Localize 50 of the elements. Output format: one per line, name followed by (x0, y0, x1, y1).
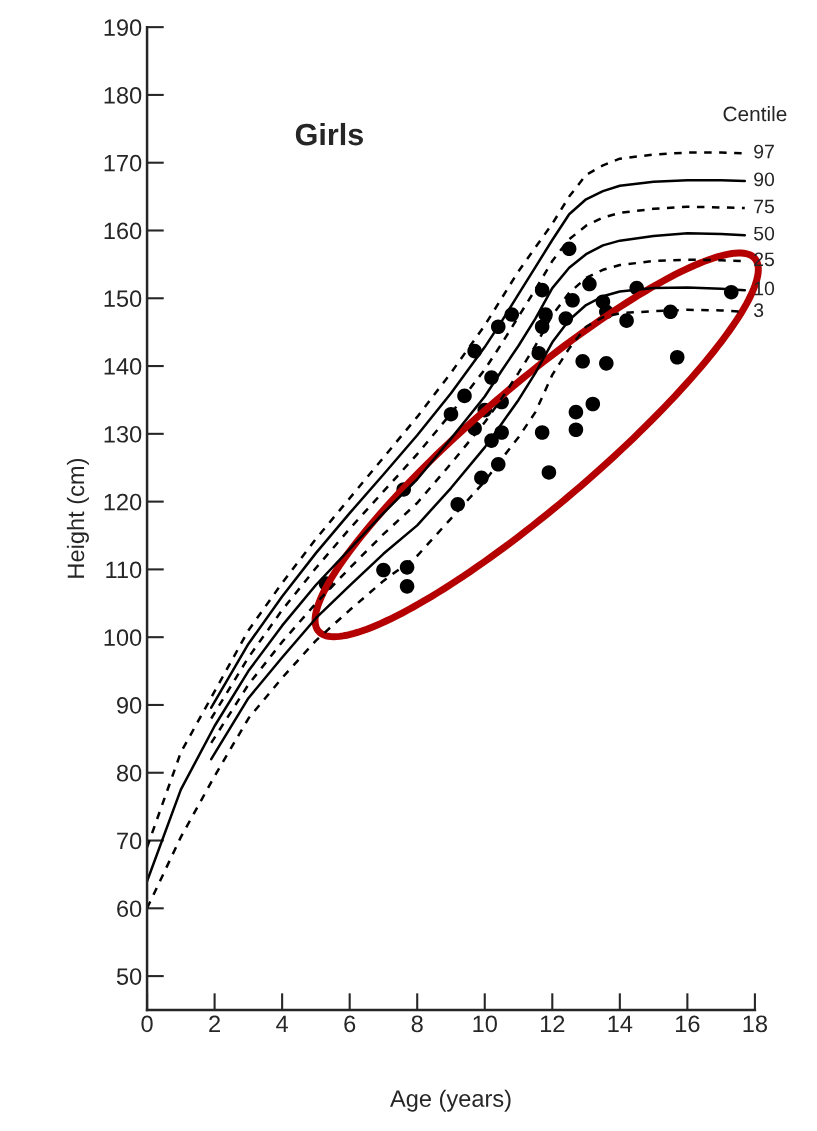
x-tick-label: 10 (473, 1015, 497, 1033)
y-tick-label: 140 (104, 358, 142, 375)
point (399, 579, 415, 594)
x-tick-label: 8 (411, 1015, 423, 1033)
point (474, 470, 489, 486)
y-tick-label: 90 (117, 697, 142, 714)
x-tick-label: 6 (344, 1015, 356, 1033)
series-label: 3 (753, 303, 764, 318)
y-tick-label: 50 (116, 968, 142, 985)
point (541, 465, 557, 480)
point (376, 562, 391, 578)
point (568, 422, 584, 438)
point (619, 313, 634, 328)
point (568, 404, 584, 420)
y-axis-title: Height (cm) (66, 459, 89, 578)
x-axis-title: Age (years) (390, 1089, 511, 1112)
y-tick-label: 170 (104, 154, 142, 172)
series-label: 50 (754, 226, 775, 241)
point (582, 276, 597, 292)
point (575, 354, 590, 369)
y-tick-label: 160 (104, 222, 142, 240)
y-tick-label: 130 (104, 425, 142, 443)
point (585, 396, 601, 412)
y-tick-label: 190 (104, 19, 142, 36)
point (534, 425, 550, 440)
x-tick-label: 2 (209, 1015, 220, 1032)
y-tick-label: 60 (117, 900, 142, 918)
annotation: Centile (723, 106, 787, 122)
text: Girls (295, 122, 363, 146)
point (565, 293, 580, 308)
line-series (147, 231, 747, 883)
point (561, 241, 577, 257)
y-tick-label: 80 (116, 764, 142, 782)
x-tick-label: 4 (276, 1015, 289, 1032)
x-tick-label: 12 (540, 1015, 565, 1032)
y-tick-label: 180 (104, 86, 142, 104)
series-label: 97 (754, 144, 774, 159)
y-tick-label: 70 (117, 832, 142, 850)
x-tick-label: 14 (608, 1015, 633, 1032)
point (599, 356, 614, 371)
point (669, 349, 685, 365)
y-tick-label: 110 (106, 561, 142, 579)
x-tick-label: 0 (141, 1015, 153, 1033)
series-label: 75 (754, 199, 775, 214)
x-tick-label: 18 (743, 1015, 768, 1033)
series-label: 90 (754, 172, 775, 187)
x-tick-label: 16 (676, 1015, 700, 1033)
y-tick-label: 150 (104, 290, 142, 308)
y-tick-label: 120 (104, 493, 142, 511)
y-tick-label: 100 (104, 629, 142, 646)
